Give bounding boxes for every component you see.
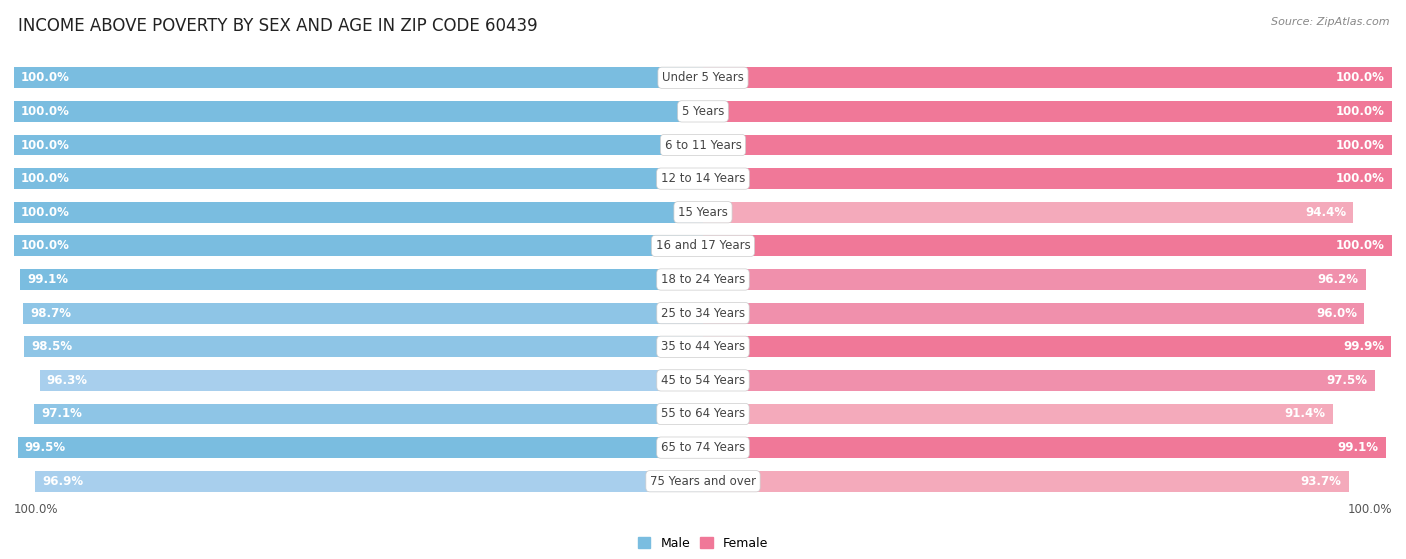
Text: 100.0%: 100.0% — [21, 71, 70, 84]
Bar — [703, 471, 1348, 492]
Bar — [14, 202, 703, 222]
Bar — [703, 235, 1392, 256]
Text: 5 Years: 5 Years — [682, 105, 724, 118]
Text: 15 Years: 15 Years — [678, 206, 728, 219]
Text: 100.0%: 100.0% — [1336, 139, 1385, 151]
Bar — [39, 370, 703, 391]
Text: 65 to 74 Years: 65 to 74 Years — [661, 441, 745, 454]
Bar — [34, 404, 703, 424]
Text: 100.0%: 100.0% — [21, 172, 70, 185]
Bar — [703, 303, 1364, 324]
Text: 18 to 24 Years: 18 to 24 Years — [661, 273, 745, 286]
Text: Under 5 Years: Under 5 Years — [662, 71, 744, 84]
Text: Source: ZipAtlas.com: Source: ZipAtlas.com — [1271, 17, 1389, 27]
Bar — [24, 337, 703, 357]
Text: 99.5%: 99.5% — [24, 441, 66, 454]
Text: 97.1%: 97.1% — [41, 408, 82, 420]
Bar — [703, 101, 1392, 122]
Text: 16 and 17 Years: 16 and 17 Years — [655, 239, 751, 252]
Text: 6 to 11 Years: 6 to 11 Years — [665, 139, 741, 151]
Text: 99.1%: 99.1% — [27, 273, 67, 286]
Text: 99.1%: 99.1% — [1339, 441, 1379, 454]
Text: 100.0%: 100.0% — [21, 105, 70, 118]
Bar — [14, 101, 703, 122]
Text: 96.2%: 96.2% — [1317, 273, 1358, 286]
Text: 100.0%: 100.0% — [21, 239, 70, 252]
Bar — [703, 370, 1375, 391]
Text: 100.0%: 100.0% — [1336, 172, 1385, 185]
Text: 100.0%: 100.0% — [1336, 71, 1385, 84]
Text: 100.0%: 100.0% — [14, 503, 59, 516]
Bar — [14, 168, 703, 189]
Bar — [20, 269, 703, 290]
Text: 93.7%: 93.7% — [1301, 475, 1341, 488]
Text: 97.5%: 97.5% — [1327, 374, 1368, 387]
Text: 100.0%: 100.0% — [1336, 239, 1385, 252]
Bar — [35, 471, 703, 492]
Text: 100.0%: 100.0% — [21, 139, 70, 151]
Bar — [17, 437, 703, 458]
Text: 96.3%: 96.3% — [46, 374, 87, 387]
Text: 96.9%: 96.9% — [42, 475, 83, 488]
Text: 96.0%: 96.0% — [1316, 307, 1358, 320]
Text: INCOME ABOVE POVERTY BY SEX AND AGE IN ZIP CODE 60439: INCOME ABOVE POVERTY BY SEX AND AGE IN Z… — [18, 17, 538, 35]
Text: 35 to 44 Years: 35 to 44 Years — [661, 340, 745, 353]
Bar — [703, 135, 1392, 155]
Legend: Male, Female: Male, Female — [633, 532, 773, 555]
Text: 75 Years and over: 75 Years and over — [650, 475, 756, 488]
Bar — [703, 404, 1333, 424]
Bar — [703, 202, 1354, 222]
Text: 91.4%: 91.4% — [1285, 408, 1326, 420]
Bar — [22, 303, 703, 324]
Text: 99.9%: 99.9% — [1343, 340, 1385, 353]
Text: 100.0%: 100.0% — [1336, 105, 1385, 118]
Bar — [14, 135, 703, 155]
Bar — [14, 235, 703, 256]
Bar — [703, 437, 1386, 458]
Bar — [703, 168, 1392, 189]
Text: 98.7%: 98.7% — [30, 307, 70, 320]
Text: 94.4%: 94.4% — [1305, 206, 1347, 219]
Text: 45 to 54 Years: 45 to 54 Years — [661, 374, 745, 387]
Text: 25 to 34 Years: 25 to 34 Years — [661, 307, 745, 320]
Text: 100.0%: 100.0% — [21, 206, 70, 219]
Bar — [703, 337, 1392, 357]
Text: 100.0%: 100.0% — [1347, 503, 1392, 516]
Bar — [14, 67, 703, 88]
Bar — [703, 67, 1392, 88]
Text: 12 to 14 Years: 12 to 14 Years — [661, 172, 745, 185]
Text: 98.5%: 98.5% — [31, 340, 72, 353]
Text: 55 to 64 Years: 55 to 64 Years — [661, 408, 745, 420]
Bar — [703, 269, 1365, 290]
